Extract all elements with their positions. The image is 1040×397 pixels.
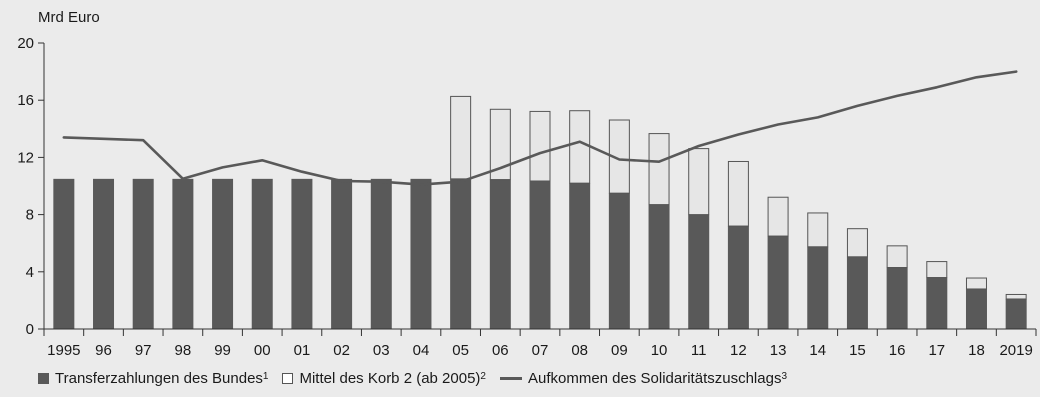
bar-korb2 xyxy=(450,95,472,180)
bar-transfer xyxy=(648,204,670,329)
y-tick-label: 0 xyxy=(26,321,34,338)
x-tick-label: 01 xyxy=(294,342,311,359)
line-solidaritaetszuschlag xyxy=(62,70,1018,186)
y-axis-unit-label: Mrd Euro xyxy=(38,9,100,26)
bar-korb2 xyxy=(569,110,591,184)
x-tick-label: 14 xyxy=(809,342,826,359)
bar-korb2 xyxy=(1005,293,1027,300)
x-axis-tick-labels: 1995 96 97 98 99 00 01 02 03 04 05 06 07 08 09 10 11 12 13… xyxy=(47,342,1033,359)
x-tick-label: 11 xyxy=(691,342,707,359)
bar-korb2 xyxy=(648,133,670,206)
bar-transfer xyxy=(331,178,353,329)
bar-transfer xyxy=(807,246,829,329)
x-tick-label: 03 xyxy=(373,342,390,359)
x-tick-label: 98 xyxy=(175,342,192,359)
x-tick-label: 07 xyxy=(532,342,549,359)
x-tick-label: 17 xyxy=(928,342,945,359)
bar-transfer xyxy=(251,178,273,329)
bar-transfer xyxy=(212,178,234,329)
x-tick-label: 12 xyxy=(730,342,747,359)
legend-label-transfer: Transferzahlungen des Bundes xyxy=(55,369,263,387)
bar-korb2 xyxy=(489,108,511,181)
legend-item-soli: Aufkommen des Solidaritätszuschlags 3 xyxy=(499,369,787,387)
y-tick-label: 8 xyxy=(26,207,34,224)
bar-transfer xyxy=(767,236,789,329)
bar-transfer xyxy=(965,288,987,329)
x-tick-label: 10 xyxy=(651,342,668,359)
x-tick-label: 96 xyxy=(95,342,112,359)
legend-swatch-korb2 xyxy=(282,372,294,384)
bar-korb2 xyxy=(846,228,868,258)
bar-korb2 xyxy=(608,119,630,194)
bar-korb2 xyxy=(886,245,908,269)
legend-label-korb2: Mittel des Korb 2 (ab 2005) xyxy=(299,369,481,387)
bar-transfer xyxy=(132,178,154,329)
y-tick-label: 20 xyxy=(17,35,34,52)
x-tick-label: 1995 xyxy=(47,342,80,359)
x-tick-label: 2019 xyxy=(999,342,1032,359)
bar-korb2 xyxy=(926,261,948,279)
axes xyxy=(43,43,1037,336)
bar-korb2 xyxy=(727,160,749,227)
x-tick-label: 15 xyxy=(849,342,866,359)
y-tick-label: 12 xyxy=(17,149,34,166)
bar-transfer xyxy=(886,267,908,329)
x-tick-label: 99 xyxy=(214,342,231,359)
y-tick-label: 4 xyxy=(26,264,34,281)
bar-transfer xyxy=(450,178,472,329)
bar-transfer xyxy=(569,183,591,329)
bar-transfer xyxy=(688,214,710,329)
bar-transfer xyxy=(727,226,749,329)
bar-korb2 xyxy=(807,212,829,248)
x-tick-label: 13 xyxy=(770,342,787,359)
bars-layer xyxy=(53,95,1027,329)
legend-swatch-transfer xyxy=(38,372,49,384)
x-tick-label: 09 xyxy=(611,342,628,359)
legend-swatch-soli xyxy=(499,376,522,380)
legend-label-soli: Aufkommen des Solidaritätszuschlags xyxy=(527,369,782,387)
bar-transfer xyxy=(489,179,511,329)
bar-transfer xyxy=(93,178,115,329)
bar-transfer xyxy=(172,178,194,329)
bar-transfer xyxy=(410,178,432,329)
bar-transfer xyxy=(291,178,313,329)
bar-transfer xyxy=(846,256,868,329)
bar-korb2 xyxy=(688,148,710,216)
y-tick-label: 16 xyxy=(17,92,34,109)
bar-korb2 xyxy=(965,277,987,290)
line-layer xyxy=(62,70,1018,186)
bar-transfer xyxy=(926,277,948,329)
x-tick-label: 16 xyxy=(889,342,906,359)
bar-transfer xyxy=(608,193,630,329)
x-tick-label: 06 xyxy=(492,342,509,359)
bar-transfer xyxy=(370,178,392,329)
x-tick-label: 02 xyxy=(333,342,350,359)
x-tick-label: 00 xyxy=(254,342,271,359)
x-tick-label: 18 xyxy=(968,342,985,359)
x-tick-label: 04 xyxy=(413,342,430,359)
legend: Transferzahlungen des Bundes 1 Mittel des… xyxy=(38,368,801,388)
legend-item-transfer: Transferzahlungen des Bundes 1 xyxy=(38,370,268,387)
bar-transfer xyxy=(53,178,75,329)
legend-item-korb2: Mittel des Korb 2 (ab 2005) 2 xyxy=(282,370,486,387)
bar-korb2 xyxy=(767,196,789,237)
bar-transfer xyxy=(1005,298,1027,329)
bar-korb2 xyxy=(529,110,551,182)
x-tick-label: 08 xyxy=(571,342,588,359)
bar-transfer xyxy=(529,180,551,329)
x-tick-label: 05 xyxy=(452,342,469,359)
y-axis-ticks: 0 4 8 12 16 20 xyxy=(17,35,44,338)
x-tick-label: 97 xyxy=(135,342,152,359)
